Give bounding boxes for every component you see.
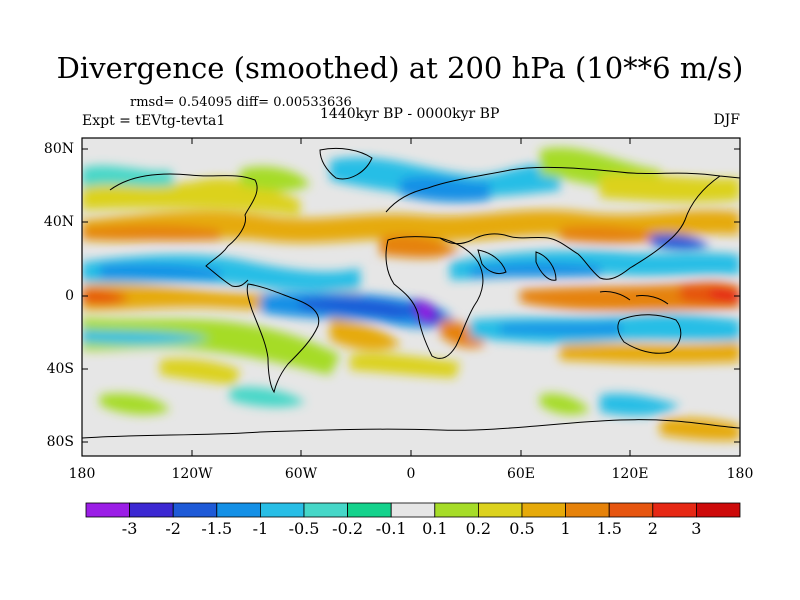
lon-label-180w: 180 <box>68 466 96 482</box>
colorbar-swatch <box>565 502 610 518</box>
lat-label-40n: 40N <box>43 214 74 230</box>
lat-label-0: 0 <box>65 288 74 304</box>
lon-label-0: 0 <box>406 466 416 482</box>
colorbar-label: 0.5 <box>509 519 535 538</box>
colorbar-swatch <box>129 502 174 518</box>
colorbar-swatch <box>347 502 392 518</box>
colorbar-label: -0.2 <box>332 519 364 538</box>
lon-label-120w: 120W <box>171 466 213 482</box>
season-label: DJF <box>713 112 740 128</box>
colorbar-label: -2 <box>165 519 181 538</box>
colorbar-swatch <box>521 502 566 518</box>
lat-label-80n: 80N <box>43 141 74 157</box>
colorbar-label: -3 <box>121 519 138 538</box>
colorbar-label: 1 <box>560 519 571 538</box>
colorbar-label: 0.2 <box>465 519 492 538</box>
lon-label-180e: 180 <box>726 466 754 482</box>
colorbar-swatch <box>85 502 130 518</box>
divergence-field <box>82 138 740 456</box>
lon-label-60w: 60W <box>284 466 318 482</box>
colorbar-label: -1.5 <box>201 519 233 538</box>
colorbar-label: -0.5 <box>288 519 320 538</box>
colorbar-label: -1 <box>252 519 269 538</box>
colorbar-swatch <box>434 502 479 518</box>
colorbar-swatch <box>652 502 697 518</box>
colorbar-swatch <box>259 502 305 518</box>
colorbar-swatch <box>390 502 436 518</box>
period-label: 1440kyr BP - 0000kyr BP <box>320 106 500 122</box>
experiment-label: Expt = tEVtg-tevta1 <box>82 113 226 129</box>
colorbar-label: -0.1 <box>375 519 407 538</box>
colorbar-swatch <box>608 502 654 518</box>
colorbar-label: 3 <box>691 519 702 538</box>
lat-label-80s: 80S <box>46 434 74 450</box>
stats-text: rmsd= 0.54095 diff= 0.00533636 <box>130 95 352 110</box>
colorbar-label: 1.5 <box>596 519 622 538</box>
lon-label-120e: 120E <box>611 466 649 482</box>
colorbar <box>85 502 741 518</box>
lat-label-40s: 40S <box>46 361 74 377</box>
map-title: Divergence (smoothed) at 200 hPa (10**6 … <box>56 51 744 85</box>
colorbar-swatch <box>172 502 218 518</box>
coastlines <box>82 147 740 439</box>
lon-label-60e: 60E <box>506 466 536 482</box>
colorbar-label: 2 <box>647 519 658 538</box>
colorbar-label: 0.1 <box>422 519 448 538</box>
colorbar-swatch <box>216 502 261 518</box>
colorbar-swatch <box>303 502 348 518</box>
colorbar-swatch <box>477 502 523 518</box>
colorbar-swatch <box>696 502 741 518</box>
axis-ticks <box>82 138 740 456</box>
